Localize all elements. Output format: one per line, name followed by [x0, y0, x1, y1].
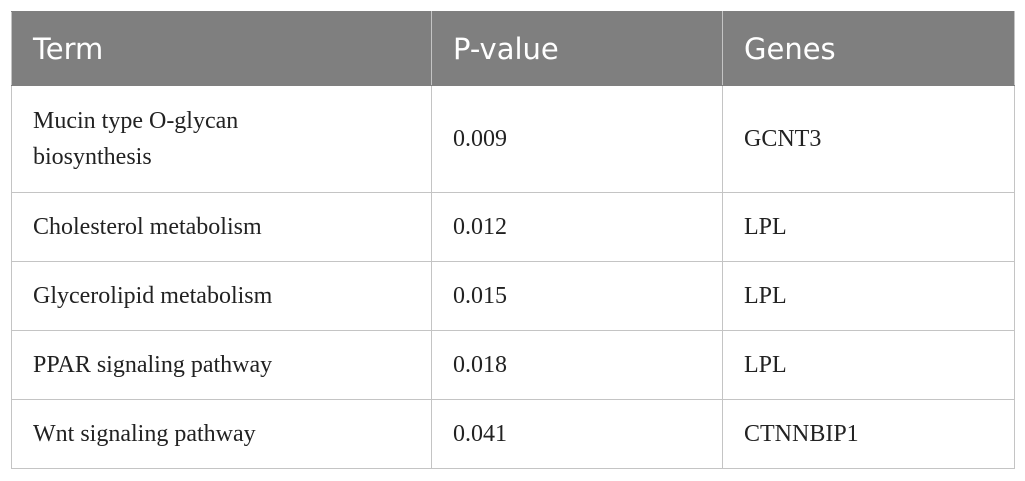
table-row: PPAR signaling pathway 0.018 LPL — [11, 330, 1015, 400]
table-cell: 0.041 — [431, 399, 723, 469]
table-row: Cholesterol metabolism 0.012 LPL — [11, 192, 1015, 262]
cell-text: PPAR signaling pathway — [33, 352, 273, 378]
data-table: Term P-value Genes Mucin type O-glycan b… — [11, 11, 1015, 469]
table-cell: LPL — [722, 261, 1015, 331]
cell-text: Cholesterol metabolism — [33, 214, 262, 240]
table-cell: LPL — [722, 192, 1015, 262]
table-header: Term P-value Genes — [11, 11, 1015, 86]
header-cell: P-value — [431, 11, 723, 86]
cell-text: CTNNBIP1 — [744, 421, 859, 447]
table-cell: Glycerolipid metabolism — [11, 261, 432, 331]
cell-text: 0.012 — [453, 214, 507, 240]
table-cell: Cholesterol metabolism — [11, 192, 432, 262]
table-body: Mucin type O-glycan biosynthesis 0.009 GCN… — [11, 85, 1015, 469]
table-cell: Mucin type O-glycan biosynthesis — [11, 85, 432, 193]
table-cell: Wnt signaling pathway — [11, 399, 432, 469]
table-cell: 0.018 — [431, 330, 723, 400]
cell-text: 0.009 — [453, 126, 507, 152]
table-cell: 0.012 — [431, 192, 723, 262]
cell-text: GCNT3 — [744, 126, 822, 152]
cell-text: LPL — [744, 283, 787, 309]
table-row: Glycerolipid metabolism 0.015 LPL — [11, 261, 1015, 331]
table-cell: 0.009 — [431, 85, 723, 193]
table-cell: CTNNBIP1 — [722, 399, 1015, 469]
header-cell: Genes — [722, 11, 1015, 86]
cell-text: Mucin type O-glycan biosynthesis — [33, 108, 239, 170]
cell-text: Wnt signaling pathway — [33, 421, 256, 447]
table-cell: LPL — [722, 330, 1015, 400]
table-row: Mucin type O-glycan biosynthesis 0.009 GCN… — [11, 85, 1015, 193]
header-row: Term P-value Genes — [11, 11, 1015, 86]
cell-text: 0.015 — [453, 283, 507, 309]
table-cell: GCNT3 — [722, 85, 1015, 193]
header-cell: Term — [11, 11, 432, 86]
table-row: Wnt signaling pathway 0.041 CTNNBIP1 — [11, 399, 1015, 469]
cell-text: LPL — [744, 214, 787, 240]
cell-text: Glycerolipid metabolism — [33, 283, 273, 309]
table-cell: PPAR signaling pathway — [11, 330, 432, 400]
cell-text: 0.041 — [453, 421, 507, 447]
cell-text: 0.018 — [453, 352, 507, 378]
cell-text: LPL — [744, 352, 787, 378]
table-cell: 0.015 — [431, 261, 723, 331]
